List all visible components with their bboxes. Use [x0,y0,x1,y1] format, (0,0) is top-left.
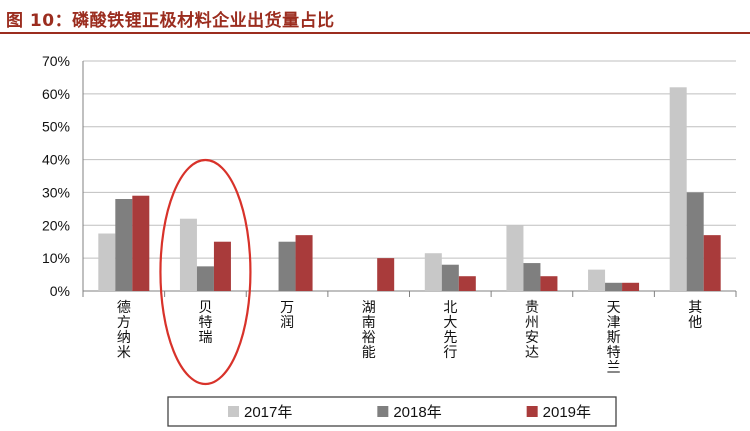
bar [605,282,623,291]
x-category-label: 湖南裕能 [362,300,376,361]
bar [523,263,541,291]
bar [213,241,231,291]
bar [132,195,150,291]
legend-label: 2018年 [393,404,441,421]
bar [506,225,524,291]
bar [686,192,704,291]
title-divider [0,32,750,34]
legend-swatch [377,406,389,417]
y-tick-label: 70% [42,53,70,69]
y-tick-label: 0% [50,283,70,299]
x-category-label: 北大先行 [443,300,457,361]
x-category-label: 天津斯特兰 [607,300,621,376]
bar [295,235,313,291]
legend-swatch [228,406,239,417]
bar [703,235,721,291]
bar [377,258,395,291]
y-tick-label: 10% [42,250,70,266]
y-tick-label: 30% [42,184,70,200]
bar [278,241,296,291]
bar [115,199,133,291]
x-category-label: 贝特瑞 [198,300,212,346]
bar [424,253,442,291]
bar [98,233,116,291]
x-category-label: 其他 [688,300,702,331]
title-bar: 图 10：磷酸铁锂正极材料企业出货量占比 [0,0,750,34]
y-tick-label: 50% [42,119,70,135]
bar [196,266,214,291]
x-category-label: 德方纳米 [117,300,131,361]
bar [179,218,197,291]
bar [588,269,606,291]
highlight-ring [159,158,252,386]
bar [458,276,476,291]
y-tick-label: 40% [42,152,70,168]
bar [622,282,640,291]
y-tick-label: 60% [42,86,70,102]
x-category-label: 万润 [280,300,294,331]
legend-label: 2017年 [244,404,292,421]
x-category-label: 贵州安达 [525,300,539,361]
bar [669,87,687,292]
bar [441,264,459,291]
figure-title: 图 10：磷酸铁锂正极材料企业出货量占比 [6,11,335,31]
legend-box [167,396,617,427]
legend-label: 2019年 [543,404,591,421]
bar [540,276,558,291]
y-tick-label: 20% [42,217,70,233]
legend-swatch [526,406,538,417]
